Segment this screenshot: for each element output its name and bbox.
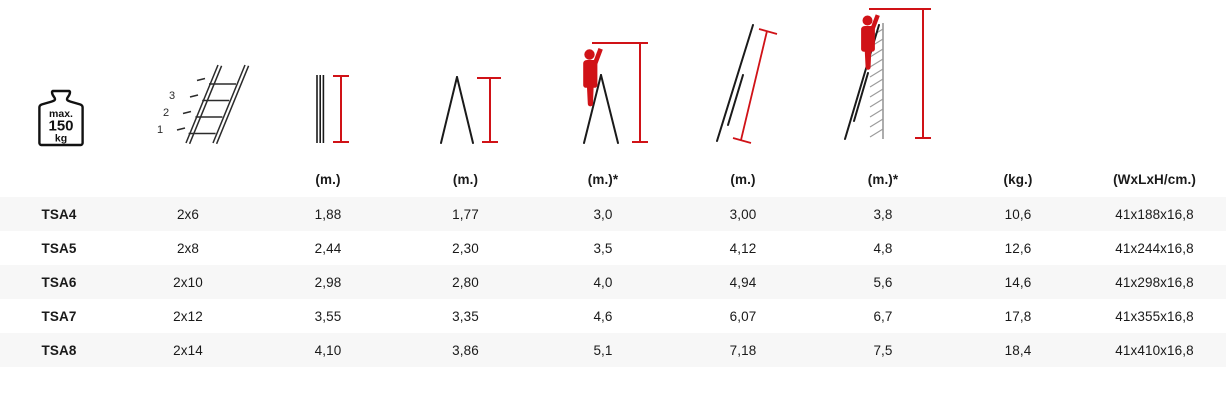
cell-closed-height: 1,88	[258, 197, 398, 231]
cell-extended-length: 7,18	[673, 333, 813, 367]
table-header-row: (m.) (m.) (m.)* (m.) (m.)* (kg.) (WxLxH/…	[0, 165, 1226, 197]
cell-dimensions: 41x244x16,8	[1083, 231, 1226, 265]
cell-aframe-working-height: 4,0	[533, 265, 673, 299]
dimension-line	[333, 75, 349, 143]
dimension-line	[592, 42, 648, 143]
cell-leaning-working-height: 6,7	[813, 299, 953, 333]
cell-dimensions: 41x410x16,8	[1083, 333, 1226, 367]
cell-extended-length: 6,07	[673, 299, 813, 333]
rung-count-ladder-icon: 3 2 1	[150, 63, 260, 145]
table-row: TSA4 2x6 1,88 1,77 3,0 3,00 3,8 10,6 41x…	[0, 197, 1226, 231]
cell-closed-height: 4,10	[258, 333, 398, 367]
cell-aframe-height: 1,77	[398, 197, 533, 231]
cell-dimensions: 41x355x16,8	[1083, 299, 1226, 333]
cell-model: TSA7	[0, 299, 118, 333]
cell-weight: 18,4	[953, 333, 1083, 367]
dimension-line	[732, 28, 778, 144]
table-row: TSA7 2x12 3,55 3,35 4,6 6,07 6,7 17,8 41…	[0, 299, 1226, 333]
cell-dimensions: 41x298x16,8	[1083, 265, 1226, 299]
header-closed-height: (m.)	[258, 165, 398, 197]
cell-extended-length: 4,94	[673, 265, 813, 299]
rung-number-1: 1	[157, 124, 163, 136]
header-extended-length: (m.)	[673, 165, 813, 197]
header-leaning-working-height: (m.)*	[813, 165, 953, 197]
table-row: TSA5 2x8 2,44 2,30 3,5 4,12 4,8 12,6 41x…	[0, 231, 1226, 265]
cell-aframe-working-height: 5,1	[533, 333, 673, 367]
header-aframe-height: (m.)	[398, 165, 533, 197]
cell-weight: 14,6	[953, 265, 1083, 299]
cell-aframe-height: 3,86	[398, 333, 533, 367]
cell-model: TSA8	[0, 333, 118, 367]
cell-closed-height: 2,98	[258, 265, 398, 299]
cell-weight: 10,6	[953, 197, 1083, 231]
cell-closed-height: 2,44	[258, 231, 398, 265]
a-frame-height-icon	[426, 73, 512, 145]
cell-closed-height: 3,55	[258, 299, 398, 333]
cell-leaning-working-height: 5,6	[813, 265, 953, 299]
specification-table: (m.) (m.) (m.)* (m.) (m.)* (kg.) (WxLxH/…	[0, 165, 1226, 367]
cell-aframe-working-height: 4,6	[533, 299, 673, 333]
dimension-line	[869, 8, 931, 139]
cell-leaning-working-height: 4,8	[813, 231, 953, 265]
cell-aframe-working-height: 3,5	[533, 231, 673, 265]
rung-number-3: 3	[169, 90, 175, 102]
cell-aframe-working-height: 3,0	[533, 197, 673, 231]
header-model	[0, 165, 118, 197]
dimension-line	[477, 77, 501, 143]
cell-rungs: 2x6	[118, 197, 258, 231]
header-dimensions: (WxLxH/cm.)	[1083, 165, 1226, 197]
header-rungs	[118, 165, 258, 197]
extended-ladder-length-icon	[702, 21, 802, 145]
closed-ladder-height-icon	[296, 73, 366, 145]
weight-label-max: max.	[49, 108, 73, 120]
cell-leaning-working-height: 7,5	[813, 333, 953, 367]
weight-label-unit: kg	[55, 133, 67, 145]
cell-extended-length: 4,12	[673, 231, 813, 265]
cell-model: TSA6	[0, 265, 118, 299]
cell-weight: 12,6	[953, 231, 1083, 265]
icon-strip: max. 150 kg	[0, 0, 1226, 165]
table-row: TSA6 2x10 2,98 2,80 4,0 4,94 5,6 14,6 41…	[0, 265, 1226, 299]
header-weight: (kg.)	[953, 165, 1083, 197]
cell-rungs: 2x14	[118, 333, 258, 367]
cell-model: TSA5	[0, 231, 118, 265]
cell-aframe-height: 3,35	[398, 299, 533, 333]
header-aframe-working-height: (m.)*	[533, 165, 673, 197]
a-frame-working-height-icon	[562, 35, 662, 145]
cell-rungs: 2x10	[118, 265, 258, 299]
person-figure	[583, 48, 603, 107]
cell-dimensions: 41x188x16,8	[1083, 197, 1226, 231]
weight-label-value: 150	[48, 118, 73, 135]
max-load-weight-icon: max. 150 kg	[22, 87, 100, 149]
table-body: TSA4 2x6 1,88 1,77 3,0 3,00 3,8 10,6 41x…	[0, 197, 1226, 367]
cell-aframe-height: 2,80	[398, 265, 533, 299]
leaning-ladder-working-height-icon	[836, 0, 946, 145]
cell-model: TSA4	[0, 197, 118, 231]
person-figure	[861, 14, 880, 70]
table-row: TSA8 2x14 4,10 3,86 5,1 7,18 7,5 18,4 41…	[0, 333, 1226, 367]
cell-leaning-working-height: 3,8	[813, 197, 953, 231]
rung-number-2: 2	[163, 107, 169, 119]
cell-weight: 17,8	[953, 299, 1083, 333]
cell-rungs: 2x12	[118, 299, 258, 333]
cell-extended-length: 3,00	[673, 197, 813, 231]
cell-aframe-height: 2,30	[398, 231, 533, 265]
cell-rungs: 2x8	[118, 231, 258, 265]
